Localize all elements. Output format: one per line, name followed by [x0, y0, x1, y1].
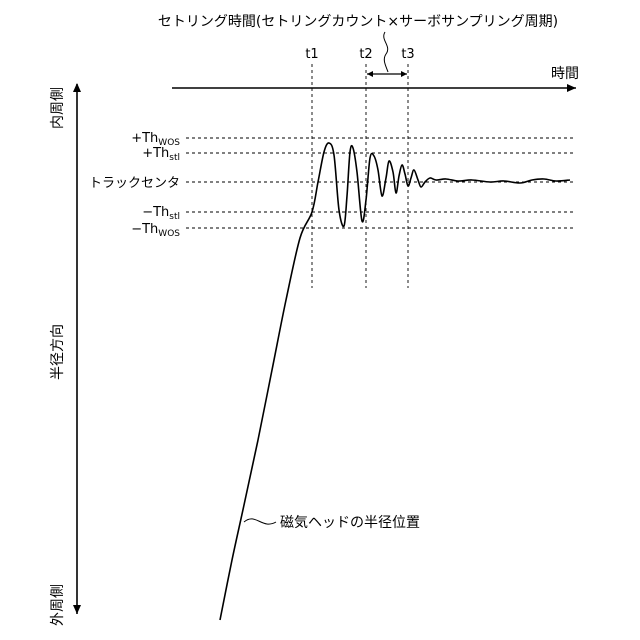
track-center-label: トラックセンタ: [89, 176, 180, 191]
outer-side-label: 外周側: [50, 584, 66, 626]
title-leader-line: [384, 32, 388, 72]
inner-side-label: 内周側: [50, 87, 66, 129]
radial-direction-label: 半径方向: [50, 324, 66, 380]
t1-label: t1: [305, 47, 318, 62]
time-axis-label: 時間: [551, 66, 579, 82]
threshold-minus-wos-label: −ThWOS: [131, 222, 180, 239]
curve-leader-line: [244, 519, 276, 524]
curve-label: 磁気ヘッドの半径位置: [280, 515, 420, 531]
t2-label: t2: [359, 47, 372, 62]
diagram-title: セトリング時間(セトリングカウント×サーボサンプリング周期): [158, 14, 558, 30]
threshold-plus-stl-label: +Thstl: [142, 146, 180, 163]
head-position-curve: [220, 143, 570, 620]
t3-label: t3: [401, 47, 414, 62]
threshold-minus-stl-label: −Thstl: [142, 205, 180, 222]
